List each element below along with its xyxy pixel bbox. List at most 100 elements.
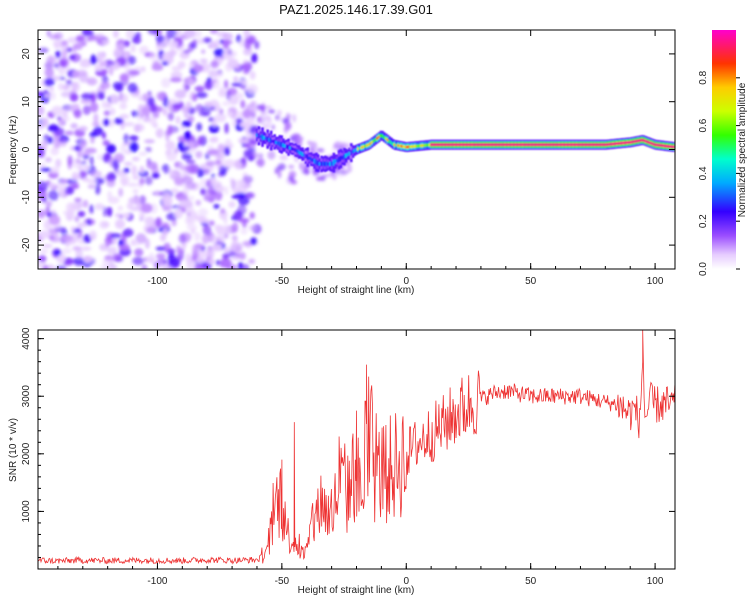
noise-blob <box>48 86 55 92</box>
band-core <box>472 143 475 147</box>
noise-blob <box>79 170 87 180</box>
noise-blob <box>59 186 64 198</box>
snr-plot-area <box>38 330 675 565</box>
noise-blob <box>268 109 276 114</box>
band-core <box>393 143 397 147</box>
noise-blob <box>47 124 60 132</box>
noise-blob <box>107 206 113 217</box>
noise-blob <box>71 174 81 180</box>
band-core <box>316 160 320 166</box>
noise-blob <box>224 47 232 55</box>
noise-blob <box>38 105 45 116</box>
noise-blob <box>45 205 51 216</box>
noise-blob <box>70 225 75 233</box>
band-core <box>505 143 508 147</box>
band-core <box>301 152 304 157</box>
noise-blob <box>67 36 79 44</box>
band-core <box>294 148 297 153</box>
noise-blob <box>277 169 282 179</box>
noise-blob <box>240 157 247 165</box>
noise-blob <box>61 234 74 242</box>
band-core <box>649 141 653 145</box>
noise-blob <box>72 70 80 79</box>
noise-blob <box>131 165 138 176</box>
noise-blob <box>99 220 110 229</box>
noise-blob <box>167 101 173 112</box>
noise-blob <box>55 158 62 168</box>
noise-blob <box>101 39 110 45</box>
noise-blob <box>187 115 195 123</box>
noise-blob <box>154 190 160 196</box>
band-core <box>654 143 658 147</box>
noise-blob <box>241 63 250 70</box>
noise-blob <box>82 165 90 171</box>
noise-blob <box>53 249 62 256</box>
noise-blob <box>131 241 141 246</box>
noise-blob <box>132 175 140 180</box>
noise-blob <box>187 205 195 213</box>
noise-blob <box>134 248 144 257</box>
band-core <box>355 148 358 152</box>
band-core <box>578 143 581 147</box>
noise-blob <box>215 259 221 266</box>
noise-blob <box>142 117 152 123</box>
noise-blob <box>201 49 206 54</box>
noise-blob <box>130 44 136 53</box>
band-core <box>496 143 499 147</box>
band-core <box>525 143 529 147</box>
band-core <box>372 139 376 143</box>
band-core <box>447 143 451 147</box>
noise-blob <box>183 81 190 93</box>
noise-blob <box>72 246 81 251</box>
y-tick-label: 2000 <box>21 442 32 465</box>
noise-blob <box>218 86 227 95</box>
band-core <box>630 140 634 144</box>
band-core <box>545 143 548 147</box>
band-core <box>593 143 597 147</box>
noise-blob <box>230 50 238 58</box>
noise-blob <box>49 33 60 40</box>
noise-blob <box>55 140 61 149</box>
noise-blob <box>124 40 130 47</box>
noise-blob <box>177 61 186 69</box>
noise-blob <box>112 253 122 263</box>
noise-blob <box>181 152 193 161</box>
noise-blob <box>343 169 348 176</box>
band-core <box>595 143 599 147</box>
noise-blob <box>297 136 303 145</box>
band-core <box>419 144 423 148</box>
band-core <box>576 143 580 147</box>
noise-blob <box>58 68 64 76</box>
band-core <box>541 143 545 147</box>
noise-blob <box>227 111 234 117</box>
x-tick-label: 100 <box>647 276 664 287</box>
band-core <box>465 143 468 147</box>
band-core <box>621 141 625 145</box>
band-core <box>437 143 440 147</box>
noise-blob <box>149 116 157 127</box>
noise-blob <box>57 116 62 121</box>
noise-blob <box>86 218 92 226</box>
noise-blob <box>206 247 215 259</box>
noise-blob <box>95 184 101 195</box>
noise-blob <box>323 173 329 178</box>
noise-blob <box>223 159 236 168</box>
band-core <box>421 144 424 148</box>
band-core <box>574 143 578 147</box>
band-core <box>290 146 294 151</box>
band-core <box>369 142 372 146</box>
noise-blob <box>64 130 74 136</box>
band-core <box>308 156 311 160</box>
band-core <box>296 149 299 153</box>
band-core <box>315 159 318 165</box>
noise-blob <box>157 256 164 268</box>
band-core <box>665 144 668 148</box>
band-core <box>581 143 585 147</box>
noise-blob <box>148 52 160 61</box>
noise-blob <box>292 114 297 123</box>
band-core <box>271 139 275 143</box>
noise-blob <box>75 248 83 260</box>
band-core <box>663 144 667 148</box>
band-core <box>306 154 310 160</box>
noise-blob <box>42 117 49 127</box>
